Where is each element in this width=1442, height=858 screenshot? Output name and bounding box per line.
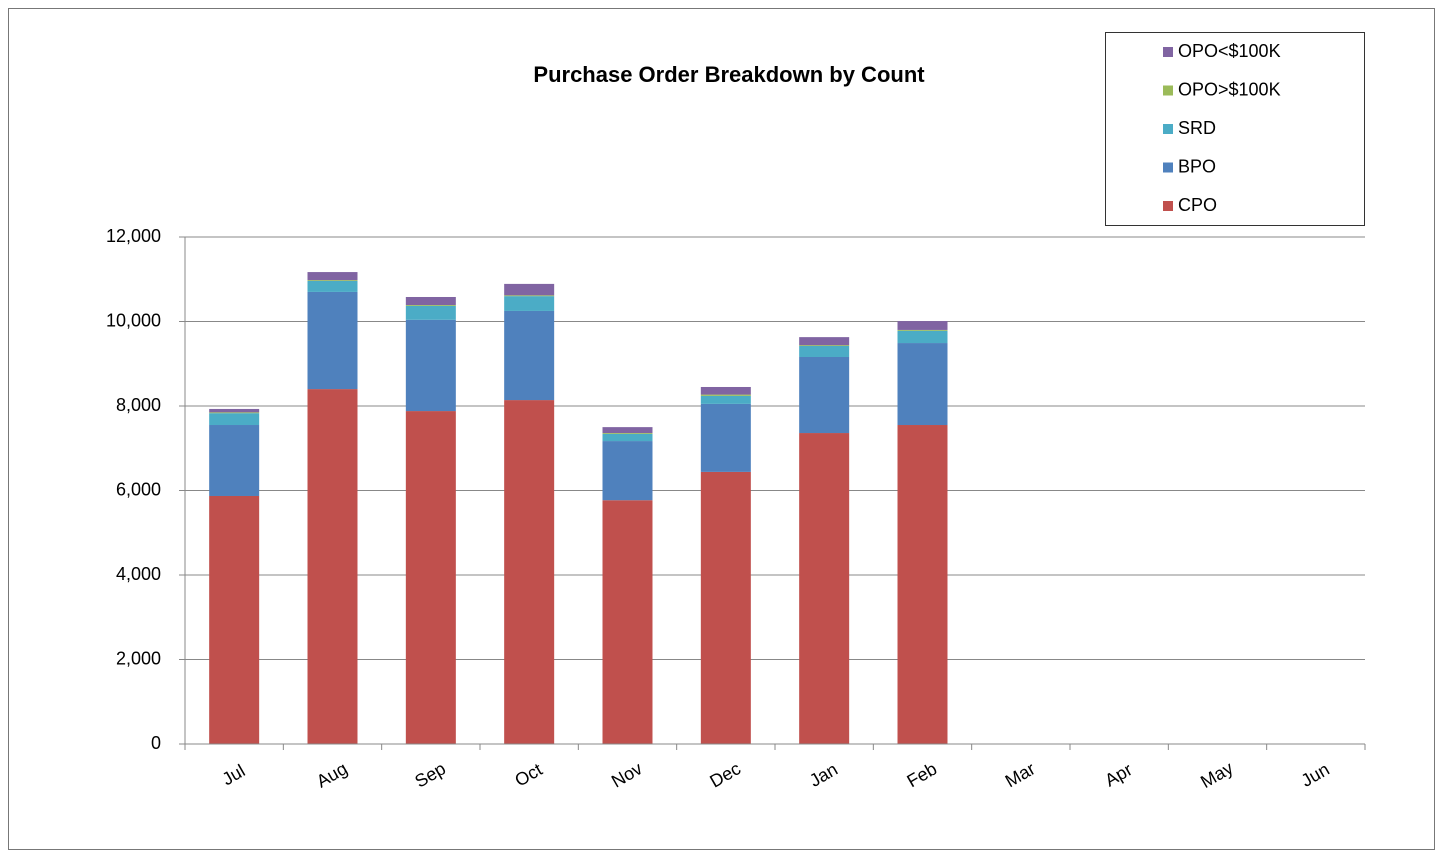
legend-box (1105, 32, 1365, 226)
bar-segment (897, 330, 948, 344)
bar-segment (602, 441, 653, 501)
bar-segment (504, 310, 555, 401)
bar-segment (209, 412, 260, 414)
bar-segment (700, 395, 751, 404)
bar-segment (799, 433, 850, 744)
bar-segment (405, 411, 456, 744)
bar-segment (405, 305, 456, 320)
bar-segment (799, 345, 850, 347)
bar-segment (602, 427, 653, 434)
legend-swatch (1163, 162, 1173, 173)
legend-label: SRD (1178, 118, 1216, 138)
legend-swatch (1163, 85, 1173, 96)
bar-segment (799, 356, 850, 434)
bar-segment (209, 495, 260, 744)
bar-segment (504, 296, 555, 311)
y-tick-label: 0 (151, 733, 161, 753)
bar-segment (209, 408, 260, 413)
bar-segment (700, 471, 751, 744)
bar-segment (602, 433, 653, 434)
bar-segment (700, 394, 751, 396)
bar-segment (307, 280, 358, 281)
bar-segment (504, 400, 555, 744)
bar-segment (700, 403, 751, 472)
chart-title: Purchase Order Breakdown by Count (533, 62, 925, 87)
y-tick-label: 8,000 (116, 395, 161, 415)
bar-segment (405, 296, 456, 306)
legend-swatch (1163, 201, 1173, 211)
bar-segment (307, 280, 358, 292)
y-tick-label: 10,000 (106, 310, 161, 330)
bar-segment (897, 425, 948, 744)
bar-segment (799, 337, 850, 346)
bar-segment (897, 329, 948, 331)
bar-segment (897, 343, 948, 426)
bar-segment (405, 319, 456, 412)
bar-segment (504, 283, 555, 296)
bar-segment (700, 386, 751, 395)
legend-label: CPO (1178, 195, 1217, 215)
y-tick-label: 6,000 (116, 479, 161, 499)
bar-segment (897, 321, 948, 330)
bar-segment (307, 389, 358, 744)
bar-segment (602, 500, 653, 744)
legend-label: OPO>$100K (1178, 79, 1281, 99)
bar-segment (307, 291, 358, 390)
bar-segment (209, 413, 260, 426)
bar-segment (307, 272, 358, 281)
bar-segment (602, 433, 653, 442)
bar-segment (504, 295, 555, 297)
bar-segment (405, 305, 456, 306)
y-tick-label: 2,000 (116, 648, 161, 668)
legend-swatch (1163, 124, 1173, 134)
bar-segment (209, 425, 260, 496)
legend-label: OPO<$100K (1178, 41, 1281, 61)
legend-swatch (1163, 47, 1173, 57)
y-tick-label: 4,000 (116, 564, 161, 584)
bar-segment (799, 346, 850, 357)
legend-label: BPO (1178, 156, 1216, 176)
y-tick-label: 12,000 (106, 226, 161, 246)
